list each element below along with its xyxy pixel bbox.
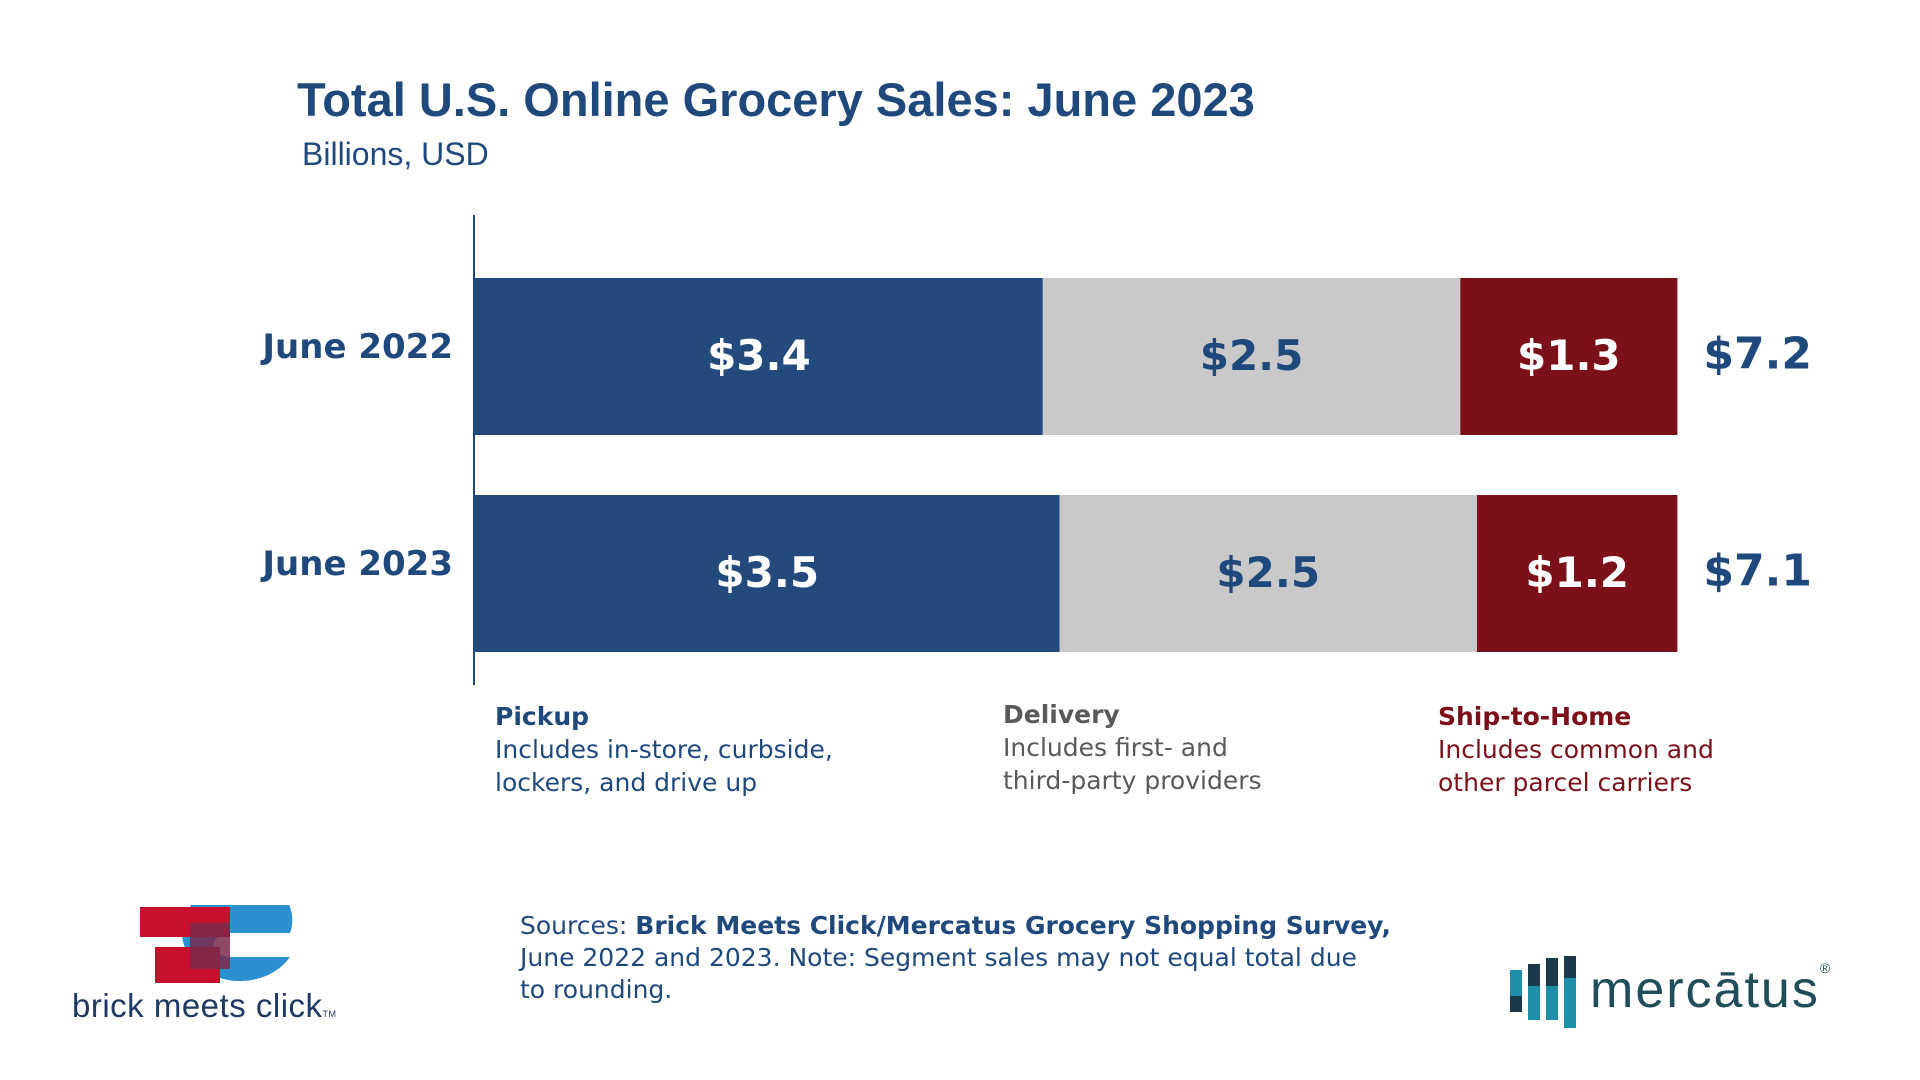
- chart-subtitle: Billions, USD: [302, 136, 489, 172]
- legend-delivery: Delivery Includes first- and third-party…: [1003, 698, 1262, 797]
- mercatus-logo-icon: [1510, 956, 1576, 1028]
- bmc-name: brick meets click: [72, 987, 323, 1024]
- brick-meets-click-wordmark: brick meets clickTM: [72, 987, 337, 1025]
- legend-ship-desc-line2: other parcel carriers: [1438, 768, 1693, 797]
- total-label: $7.2: [1703, 329, 1812, 380]
- mercatus-name: mercātus: [1590, 961, 1820, 1019]
- legend-delivery-desc-line2: third-party providers: [1003, 766, 1262, 795]
- category-label: June 2022: [260, 327, 453, 367]
- data-label: $1.2: [1525, 548, 1629, 597]
- legend-pickup-desc-line1: Includes in-store, curbside,: [495, 735, 833, 764]
- bars-layer: June 2022 $3.4 $2.5 $1.3 $7.2 June 2023 $3.5 $2…: [260, 278, 1812, 652]
- bmc-trademark: TM: [322, 1009, 337, 1019]
- data-label: $2.5: [1200, 331, 1304, 380]
- bar-segment-delivery: [1042, 278, 1461, 435]
- data-label: $3.5: [715, 548, 819, 597]
- total-label: $7.1: [1703, 546, 1812, 597]
- legend-pickup: Pickup Includes in-store, curbside, lock…: [495, 700, 833, 799]
- stacked-bar-chart: June 2022 $3.4 $2.5 $1.3 $7.2 June 2023 $3.5 $2…: [260, 215, 1812, 685]
- data-label: $2.5: [1216, 548, 1320, 597]
- sources-survey-name: Brick Meets Click/Mercatus Grocery Shopp…: [635, 911, 1392, 940]
- category-label: June 2023: [260, 544, 453, 584]
- mercatus-wordmark: mercātus®: [1590, 960, 1830, 1020]
- bar-segment-ship-to-home: [1460, 278, 1678, 435]
- legend-pickup-desc-line2: lockers, and drive up: [495, 768, 758, 797]
- data-label: $3.4: [707, 331, 811, 380]
- legend-delivery-desc-line1: Includes first- and: [1003, 733, 1228, 762]
- legend-pickup-heading: Pickup: [495, 702, 590, 731]
- legend-ship-heading: Ship-to-Home: [1438, 702, 1632, 731]
- bar-segment-pickup: [475, 278, 1043, 435]
- sources-line2: June 2022 and 2023. Note: Segment sales …: [520, 943, 1357, 972]
- bar-segment-delivery: [1059, 495, 1477, 652]
- data-label: $1.3: [1517, 331, 1621, 380]
- legend-ship-desc-line1: Includes common and: [1438, 735, 1714, 764]
- brick-meets-click-logo-icon: [140, 905, 293, 983]
- sources-line3: to rounding.: [520, 975, 673, 1004]
- bar-segment-ship-to-home: [1477, 495, 1678, 652]
- bar-segment-pickup: [475, 495, 1060, 652]
- legend-delivery-heading: Delivery: [1003, 700, 1120, 729]
- sources-note: Sources: Brick Meets Click/Mercatus Groc…: [520, 910, 1391, 1006]
- legend-ship-to-home: Ship-to-Home Includes common and other p…: [1438, 700, 1714, 799]
- sources-prefix: Sources:: [520, 911, 636, 940]
- chart-title: Total U.S. Online Grocery Sales: June 20…: [297, 73, 1255, 126]
- mercatus-registered-mark: ®: [1819, 960, 1831, 976]
